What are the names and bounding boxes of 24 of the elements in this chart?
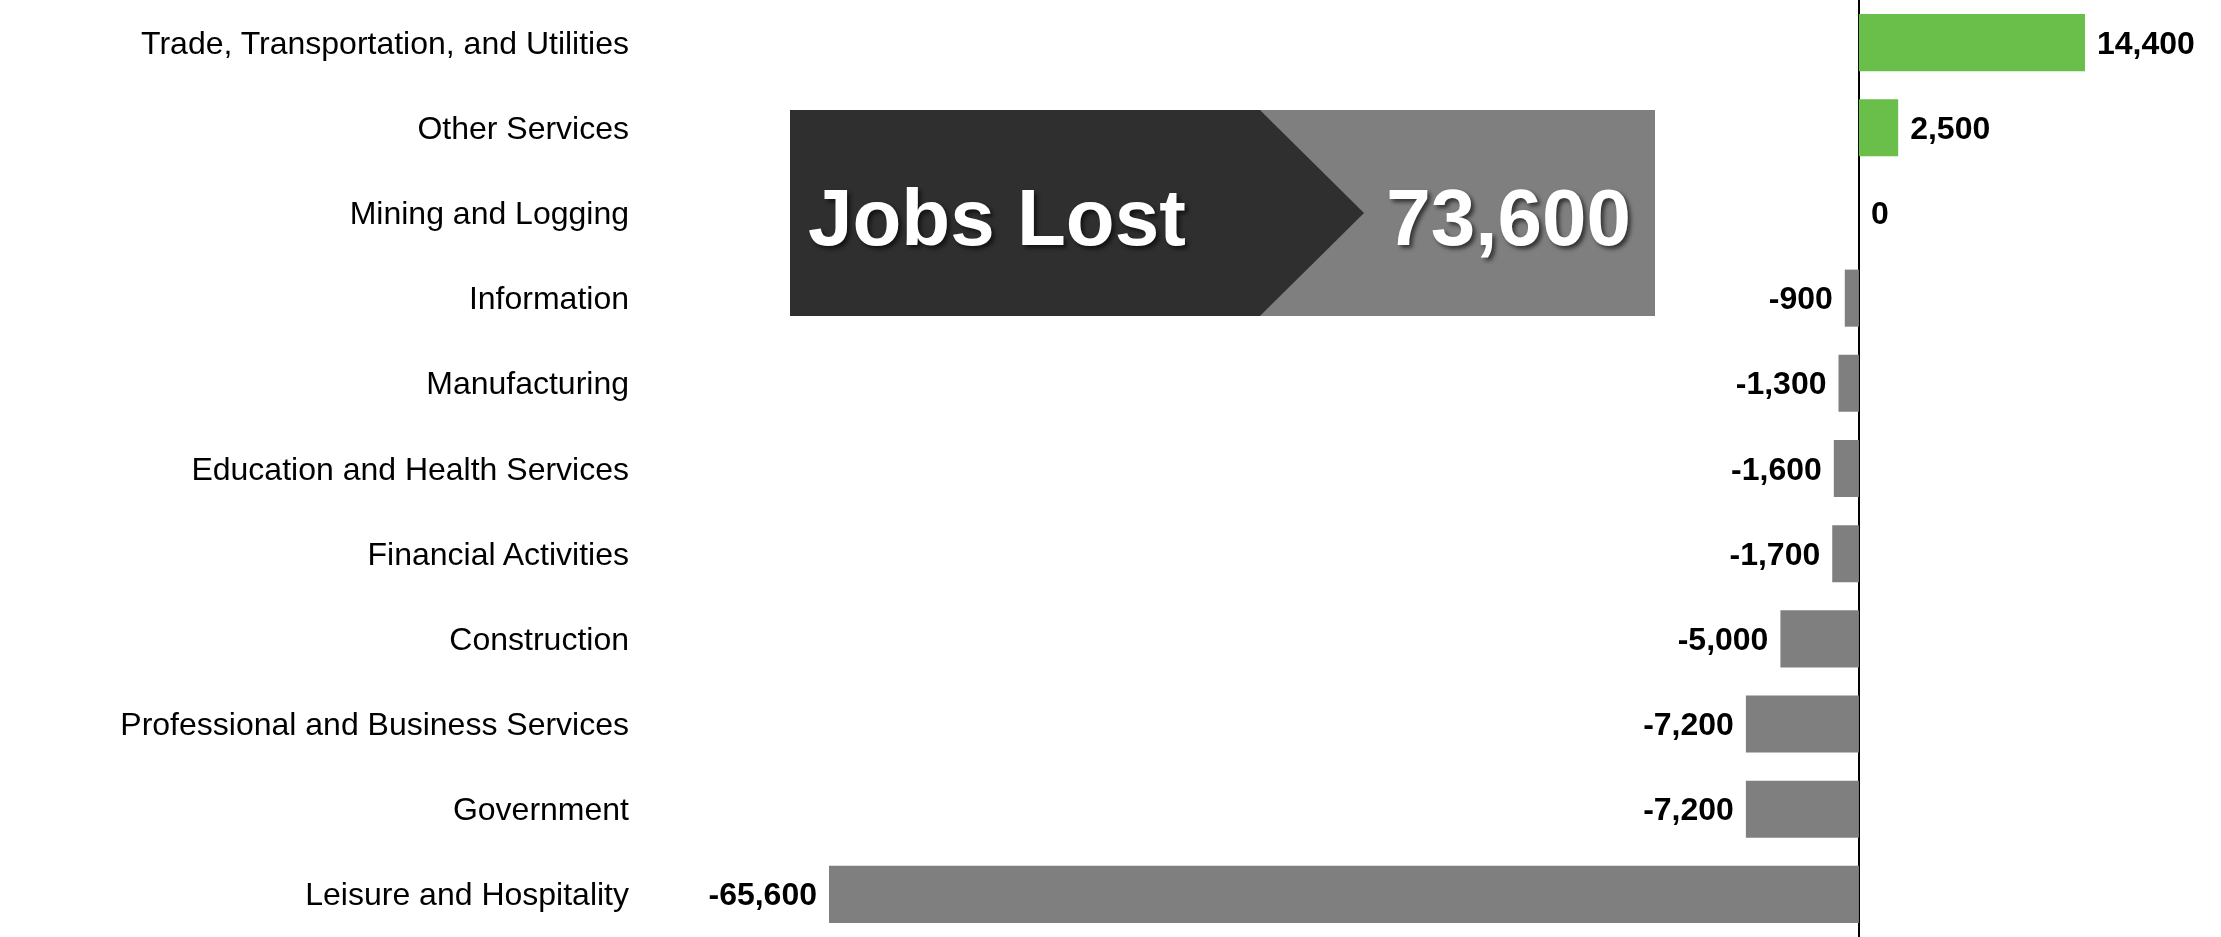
y-tick-label: Information (468, 280, 629, 317)
y-tick-label: Manufacturing (426, 365, 629, 402)
data-label: 14,400 (2097, 24, 2195, 61)
data-label: -5,000 (1677, 620, 1769, 657)
y-tick-label: Construction (449, 620, 629, 657)
y-tick-label: Trade, Transportation, and Utilities (141, 24, 629, 61)
y-tick-label: Leisure and Hospitality (305, 876, 629, 913)
y-tick-label: Education and Health Services (191, 450, 629, 487)
annotation: Jobs Lost (808, 173, 1186, 262)
data-label: -7,200 (1643, 706, 1734, 743)
y-tick-label: Other Services (417, 109, 629, 146)
data-label: -1,700 (1729, 535, 1821, 572)
data-label: -1,300 (1735, 365, 1827, 402)
data-label: -900 (1768, 280, 1833, 317)
data-label: -65,600 (708, 876, 817, 913)
data-label: -7,200 (1643, 791, 1734, 828)
y-tick-label: Mining and Logging (349, 194, 629, 231)
data-label: -1,600 (1731, 450, 1822, 487)
annotation: 73,600 (1386, 173, 1631, 262)
y-tick-label: Government (452, 791, 630, 828)
data-label: 2,500 (1910, 109, 1991, 146)
data-label: 0 (1870, 194, 1889, 231)
y-tick-label: Professional and Business Services (120, 706, 629, 743)
y-tick-label: Financial Activities (367, 535, 629, 572)
